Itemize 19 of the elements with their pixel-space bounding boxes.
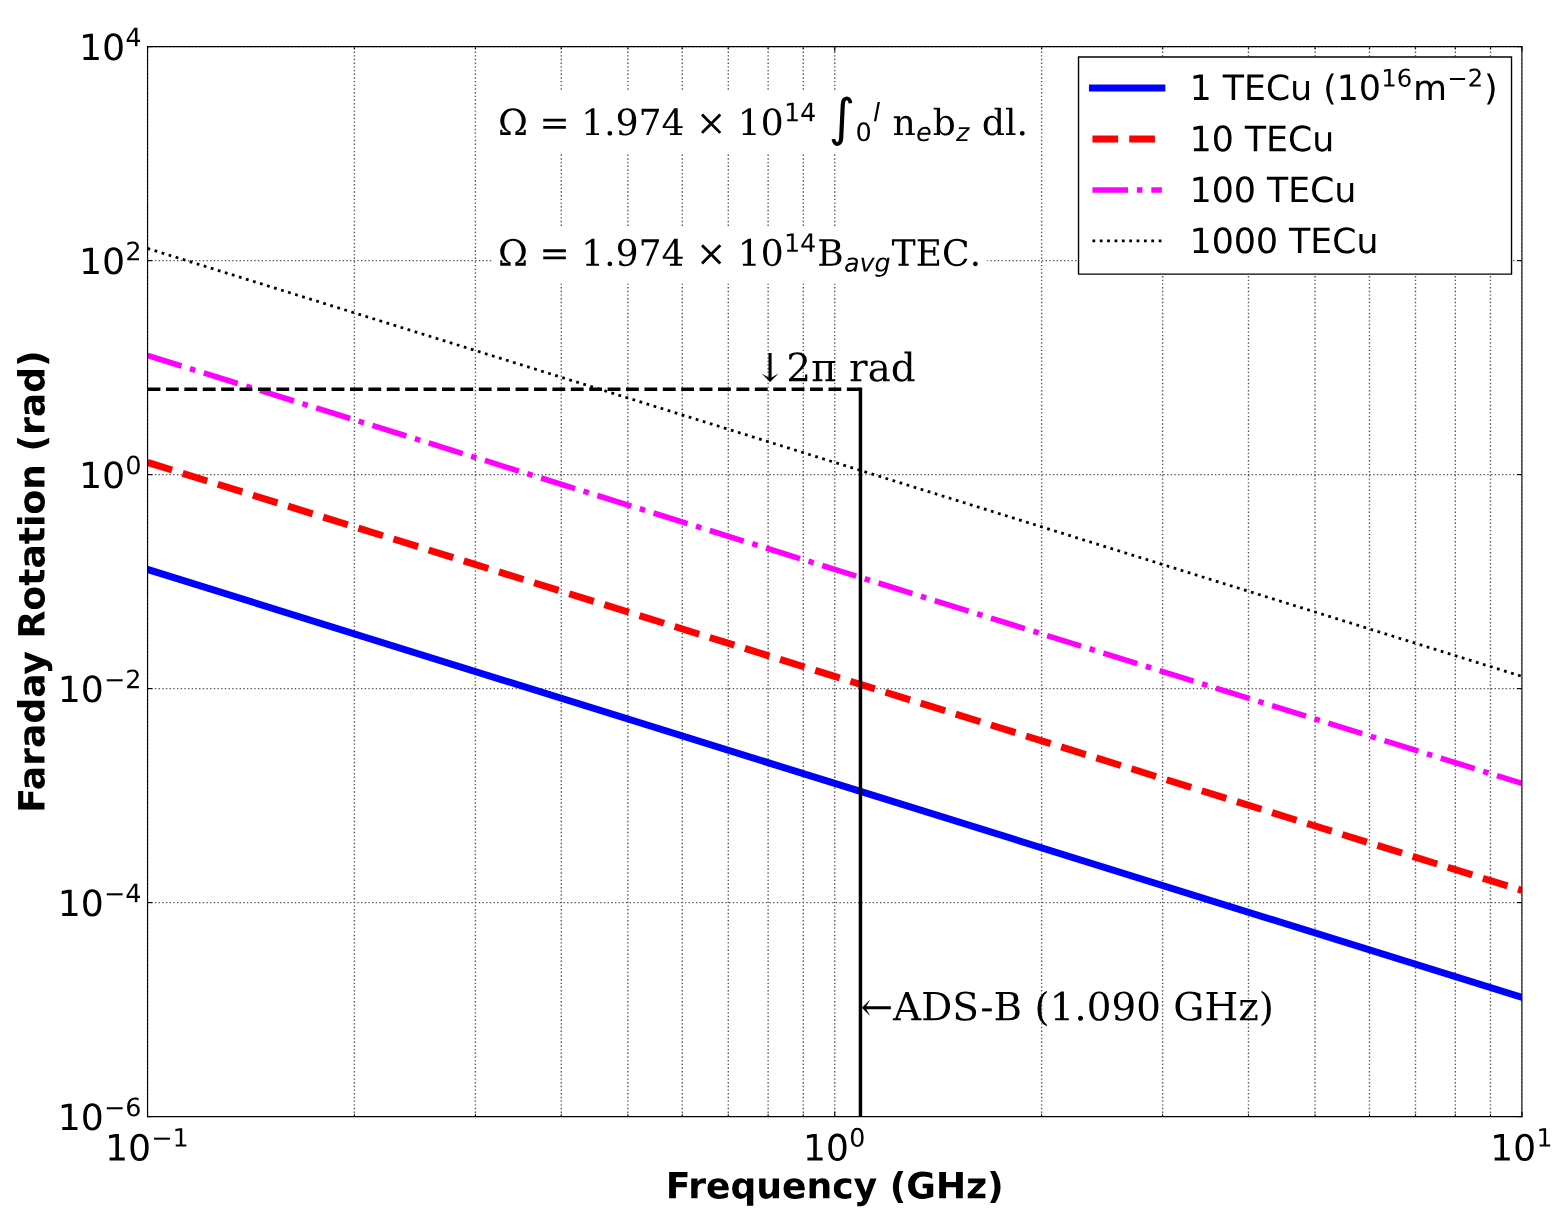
- legend-label: 100 TECu: [1193, 176, 1354, 203]
- annotation: ←ADS-B (1.090 GHz): [861, 990, 1271, 1027]
- y-tick-label: 10$^{−2}$: [61, 669, 139, 703]
- y-axis-title: Faraday Rotation (rad): [17, 353, 53, 810]
- text: Ω = 1.974 × 10$^{14}$ ∫$_{0}$$^{l}$ n$_{e}$b$_{z}$ dl.: [500, 96, 1025, 146]
- annotation: ↓2π rad: [762, 351, 915, 382]
- legend-label: 1 TECu (10$^{16}$m$^{−2}$): [1193, 68, 1495, 105]
- legend-label: 1000 TECu: [1193, 227, 1376, 254]
- legend-label: 10 TECu: [1193, 125, 1332, 152]
- x-tick-label: 10$^{−1}$: [109, 1128, 187, 1161]
- x-axis-title: Frequency (GHz): [669, 1170, 1001, 1207]
- y-tick-label: 10$^{4}$: [83, 27, 141, 61]
- y-tick-label: 10$^{−4}$: [61, 883, 140, 917]
- y-tick-label: 10$^{−6}$: [61, 1097, 140, 1131]
- x-tick-label: 10$^{1}$: [1494, 1128, 1551, 1161]
- y-tick-label: 10$^{0}$: [83, 455, 140, 489]
- x-tick-label: 10$^{0}$: [806, 1127, 864, 1161]
- y-tick-label: 10$^{2}$: [83, 241, 139, 275]
- annotation: Ω = 1.974 × 10$^{14}$B$_{avg}$TEC.: [500, 233, 978, 277]
